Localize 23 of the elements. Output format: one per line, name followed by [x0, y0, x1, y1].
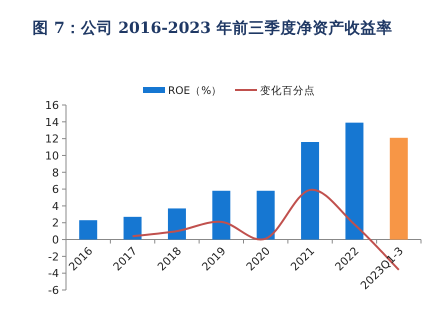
bar [390, 138, 408, 240]
chart-title: 图 7：公司 2016-2023 年前三季度净资产收益率 [32, 18, 392, 37]
bar [124, 216, 142, 240]
legend-label: ROE（%） [168, 85, 222, 97]
y-tick-label: 0 [52, 234, 59, 247]
y-tick-label: 4 [52, 200, 59, 213]
y-tick-label: -2 [48, 250, 59, 264]
bar [301, 142, 320, 240]
y-tick-label: 2 [52, 216, 59, 230]
y-tick-label: 10 [45, 149, 59, 162]
y-tick-label: -4 [48, 267, 59, 280]
y-tick-label: 8 [52, 166, 59, 180]
bar [168, 208, 186, 240]
y-tick-label: 6 [52, 183, 59, 196]
y-tick-label: 16 [45, 99, 59, 112]
y-tick-label: -6 [48, 284, 59, 297]
bar [212, 190, 230, 240]
legend-label: 变化百分点 [260, 84, 315, 97]
bar [256, 190, 275, 240]
bar [345, 122, 364, 240]
y-tick-label: 14 [45, 116, 59, 129]
bar [79, 220, 98, 240]
y-tick-label: 12 [45, 132, 59, 146]
